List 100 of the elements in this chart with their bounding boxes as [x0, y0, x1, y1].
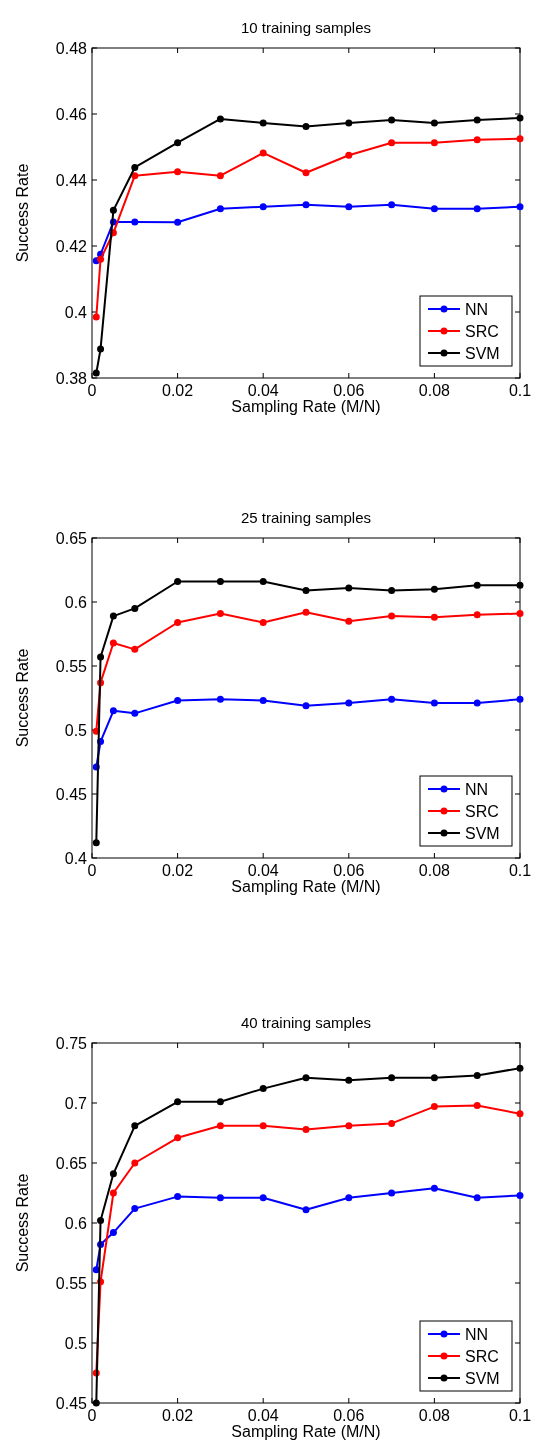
x-axis-title: Sampling Rate (M/N): [231, 878, 381, 895]
point: [345, 617, 353, 625]
point: [430, 205, 438, 213]
legend-label: SVM: [465, 344, 500, 362]
point: [430, 119, 438, 127]
point: [109, 612, 117, 620]
point: [97, 255, 105, 263]
point: [388, 612, 396, 620]
point: [473, 136, 481, 144]
y-tick-label: 0.55: [55, 657, 88, 675]
point: [97, 1217, 105, 1225]
point: [473, 611, 481, 619]
point: [473, 1101, 481, 1109]
y-tick-label: 0.65: [55, 529, 88, 547]
point: [131, 645, 139, 653]
point: [216, 1194, 224, 1202]
point: [259, 697, 267, 705]
x-tick-label: 0.08: [418, 382, 451, 399]
x-tick-label: 0.02: [162, 1407, 194, 1424]
point: [430, 585, 438, 593]
x-axis-title: Sampling Rate (M/N): [231, 1423, 381, 1440]
point: [131, 709, 139, 717]
point: [302, 586, 310, 594]
point: [92, 313, 100, 321]
x-tick-label: 0.08: [418, 862, 451, 879]
point: [216, 1098, 224, 1106]
point: [345, 1122, 353, 1130]
point: [302, 169, 310, 177]
y-axis-title: Success Rate: [14, 648, 31, 748]
x-tick-label: 0: [87, 862, 97, 879]
point: [259, 578, 267, 586]
point: [302, 1125, 310, 1133]
point: [109, 707, 117, 715]
chart-title: 40 training samples: [240, 1014, 372, 1031]
point: [174, 218, 182, 226]
point: [302, 201, 310, 209]
x-tick-label: 0.02: [162, 382, 194, 399]
point: [388, 586, 396, 594]
y-tick-label: 0.4: [64, 849, 88, 867]
point: [388, 1074, 396, 1082]
y-tick-label: 0.75: [55, 1034, 88, 1052]
y-tick-label: 0.42: [55, 237, 88, 255]
point: [345, 119, 353, 127]
point: [430, 1103, 438, 1111]
point: [302, 1206, 310, 1214]
point: [516, 135, 524, 143]
point: [388, 695, 396, 703]
legend-label: SRC: [465, 322, 499, 340]
y-tick-label: 0.65: [55, 1154, 88, 1172]
point: [92, 839, 100, 847]
y-tick-label: 0.6: [64, 1214, 88, 1232]
y-tick-label: 0.55: [55, 1274, 88, 1292]
x-tick-label: 0.08: [418, 1407, 451, 1424]
legend-label: NN: [465, 780, 489, 798]
point: [216, 610, 224, 618]
point: [473, 1071, 481, 1079]
point: [473, 581, 481, 589]
point: [259, 1194, 267, 1202]
y-tick-label: 0.44: [55, 171, 88, 189]
y-tick-label: 0.45: [55, 1394, 88, 1412]
point: [430, 1184, 438, 1192]
point: [109, 1170, 117, 1178]
point: [345, 1076, 353, 1084]
point: [259, 149, 267, 157]
point: [516, 695, 524, 703]
legend-label: SVM: [465, 824, 500, 842]
point: [131, 172, 139, 180]
point: [216, 115, 224, 123]
point: [430, 699, 438, 707]
y-tick-label: 0.38: [55, 369, 88, 387]
point: [97, 653, 105, 661]
point: [174, 1193, 182, 1201]
y-tick-label: 0.5: [64, 721, 88, 739]
point: [473, 699, 481, 707]
point: [216, 578, 224, 586]
point: [174, 618, 182, 626]
point: [174, 578, 182, 586]
point: [345, 699, 353, 707]
point: [109, 1189, 117, 1197]
point: [473, 205, 481, 213]
point: [216, 1122, 224, 1130]
point: [302, 123, 310, 131]
point: [174, 1098, 182, 1106]
x-tick-label: 0.06: [333, 862, 365, 879]
point: [302, 1074, 310, 1082]
point: [388, 201, 396, 209]
point: [516, 1064, 524, 1072]
y-tick-label: 0.48: [55, 39, 88, 57]
point: [259, 618, 267, 626]
x-tick-label: 0.04: [247, 1407, 279, 1424]
y-tick-label: 0.45: [55, 785, 88, 803]
x-tick-label: 0.04: [247, 862, 279, 879]
point: [131, 163, 139, 171]
legend-label: SVM: [465, 1369, 500, 1387]
y-tick-label: 0.7: [64, 1094, 88, 1112]
point: [109, 1229, 117, 1237]
point: [131, 1122, 139, 1130]
y-axis-title: Success Rate: [14, 1173, 31, 1273]
point: [345, 151, 353, 159]
x-tick-label: 0.1: [508, 862, 532, 879]
